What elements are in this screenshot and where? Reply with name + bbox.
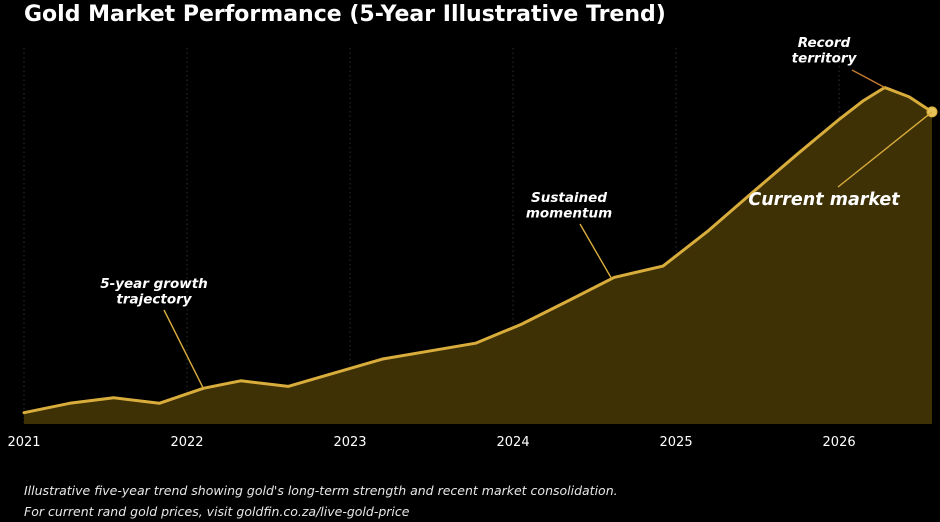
- annotation-label-0-1: trajectory: [116, 292, 192, 308]
- x-tick-label-2026: 2026: [823, 435, 856, 450]
- area-fill: [24, 87, 932, 424]
- annotation-arrow-3: [837, 111, 933, 188]
- x-tick-label-2025: 2025: [660, 435, 693, 450]
- annotation-label-1-1: momentum: [526, 206, 612, 222]
- annotation-arrow-2: [851, 69, 886, 89]
- annotation-label-1-0: Sustained: [531, 190, 607, 206]
- area-fill-layer: [24, 87, 932, 424]
- x-tick-label-2022: 2022: [170, 435, 203, 450]
- x-tick-label-2021: 2021: [7, 435, 40, 450]
- series-line: [22, 86, 934, 415]
- x-tick-labels: 2021 2022 2023 2024 2025 2026: [7, 435, 855, 450]
- annotation-label-0-0: 5-year growth: [100, 276, 208, 292]
- annotation-label-2-0: Record: [798, 35, 851, 51]
- x-tick-label-2023: 2023: [333, 435, 366, 450]
- x-tick-label-2024: 2024: [497, 435, 530, 450]
- caption-line-1: Illustrative five-year trend showing gol…: [24, 483, 618, 498]
- annotation-arrow-1: [579, 223, 612, 278]
- annotation-label-2-1: territory: [792, 51, 858, 67]
- caption-line-2: For current rand gold prices, visit gold…: [24, 504, 410, 519]
- annotation-arrow-0: [163, 309, 204, 389]
- annotation-label-3-0: Current market: [748, 190, 900, 210]
- chart-title: Gold Market Performance (5-Year Illustra…: [24, 2, 666, 27]
